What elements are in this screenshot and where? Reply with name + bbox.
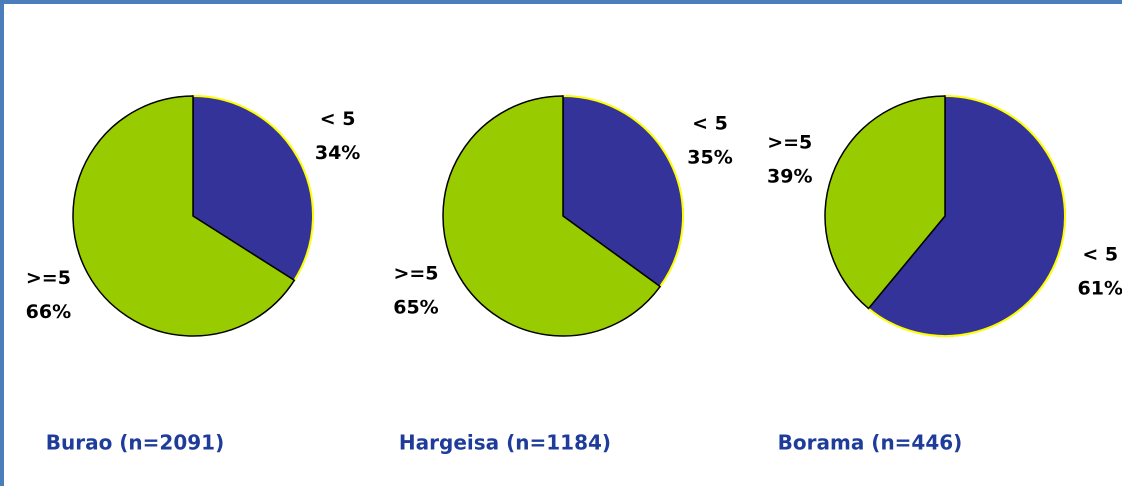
chart-title: Borama (n=446) — [778, 431, 963, 455]
slice-value-label: 39% — [767, 166, 812, 188]
slice-value-label: 34% — [315, 142, 360, 164]
pie-slice — [442, 95, 662, 337]
chart-title: Hargeisa (n=1184) — [399, 431, 611, 455]
slice-category: >=5 — [767, 132, 812, 154]
slice-value-label: 61% — [1078, 277, 1122, 299]
slice-value-label: 65% — [393, 296, 438, 318]
slice-outline — [192, 95, 314, 281]
slice-category: >=5 — [393, 262, 438, 284]
slice-category: < 5 — [320, 108, 356, 130]
slice-value-label: 35% — [687, 147, 732, 169]
chart-title: Burao (n=2091) — [46, 431, 225, 455]
slice-value-label: 66% — [26, 301, 71, 323]
pie-slice — [72, 95, 296, 337]
pie-slice — [824, 95, 946, 310]
slice-category: < 5 — [1082, 243, 1118, 265]
slice-outline — [867, 95, 1066, 337]
slice-category: >=5 — [26, 267, 71, 289]
slice-category: < 5 — [692, 113, 728, 135]
slice-outline — [562, 95, 684, 288]
